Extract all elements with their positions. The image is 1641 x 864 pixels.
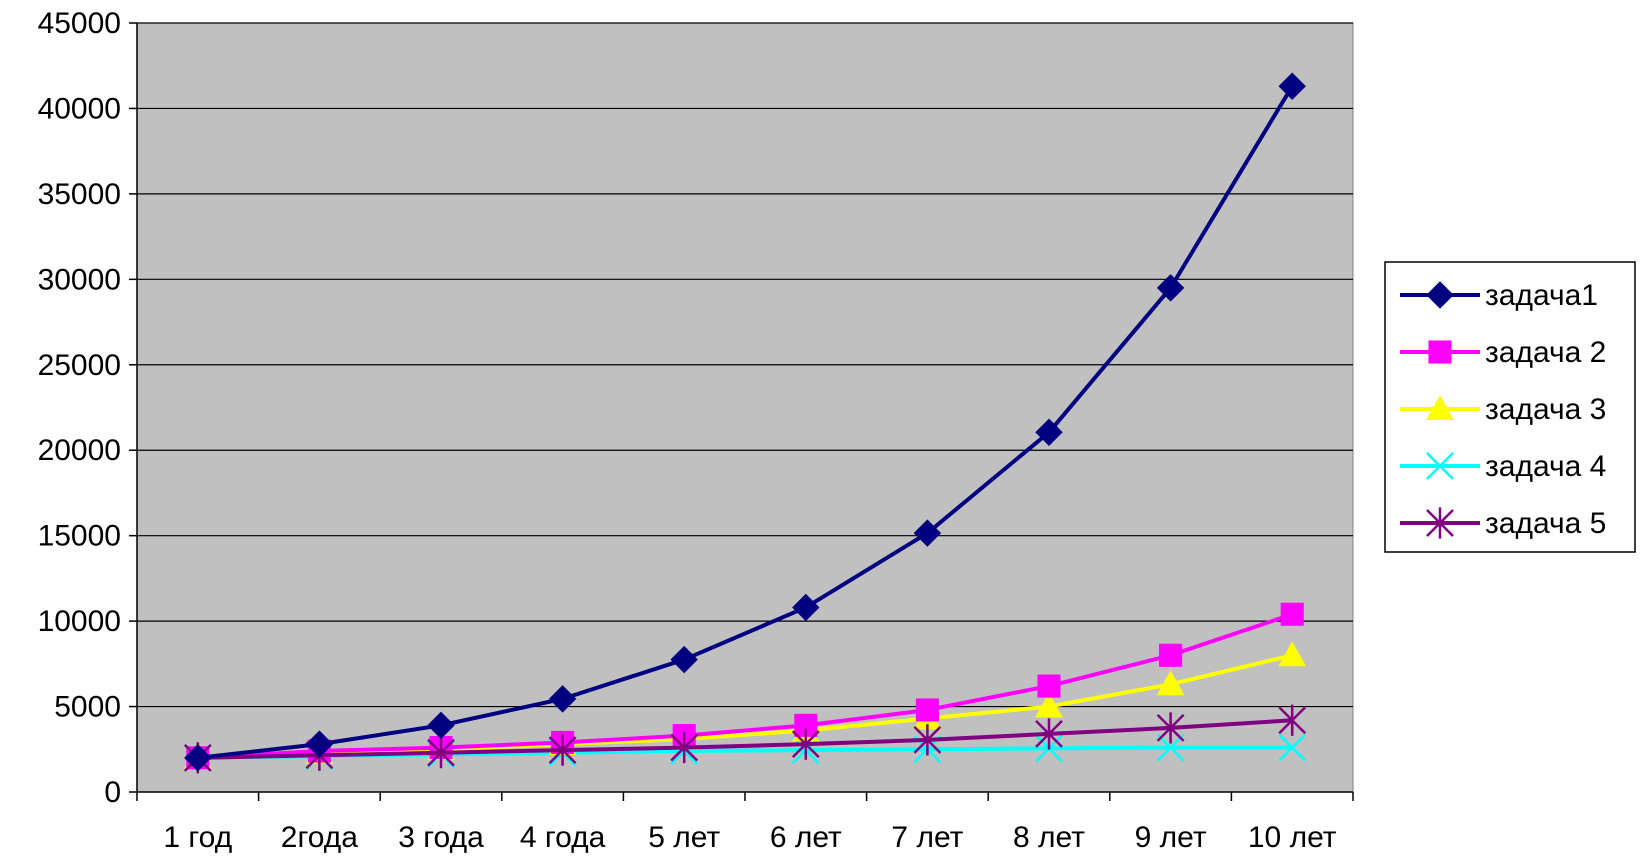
star-marker	[1426, 507, 1454, 539]
y-tick-label: 25000	[38, 349, 121, 382]
square-marker	[1428, 340, 1452, 364]
series-line	[197, 612, 1293, 760]
x-tick-label: 2года	[281, 821, 358, 854]
legend-item: задача 5	[1400, 507, 1606, 540]
diamond-marker	[792, 593, 820, 622]
x-tick-label: 5 лет	[648, 821, 720, 854]
y-tick-label: 0	[104, 776, 121, 809]
triangle-marker	[1426, 394, 1454, 420]
diamond-marker	[1426, 281, 1454, 309]
x-tick-label: 6 лет	[770, 821, 842, 854]
star-marker	[548, 734, 577, 766]
y-tick-label: 20000	[38, 434, 121, 467]
y-tick-label: 35000	[38, 178, 121, 211]
star-marker	[1278, 704, 1307, 736]
square-marker	[915, 698, 939, 722]
x-marker	[1426, 452, 1454, 480]
diamond-marker	[184, 744, 212, 772]
gridlines	[137, 22, 1353, 708]
legend-item: задача 3	[1400, 393, 1606, 426]
legend: задача1 задача 2 задача 3 задача 4 задача 5	[1384, 261, 1636, 553]
series-5	[183, 704, 1307, 774]
legend-label: задача1	[1485, 279, 1598, 312]
star-marker	[791, 728, 820, 760]
legend-label: задача 5	[1485, 507, 1606, 540]
legend-item: задача 4	[1400, 450, 1606, 483]
legend-item: задача1	[1400, 279, 1598, 312]
x-tick-label: 4 года	[520, 821, 606, 854]
star-marker	[427, 737, 455, 769]
x-tick-label: 1 год	[163, 821, 232, 854]
diamond-marker	[1156, 274, 1185, 302]
x-tick-label: 8 лет	[1013, 821, 1085, 854]
square-marker	[1037, 674, 1061, 698]
series-line	[197, 718, 1293, 760]
y-tick-label: 30000	[38, 263, 121, 296]
y-tick-label: 10000	[38, 605, 121, 638]
axes: 0 5000 10000 15000 20000 25000 30000 35000 40000…	[38, 7, 1354, 854]
x-tick-label: 9 лет	[1135, 821, 1207, 854]
plot-area	[136, 22, 1354, 793]
diamond-marker	[548, 685, 577, 713]
star-marker	[670, 731, 699, 764]
series-line	[197, 85, 1294, 760]
square-marker	[1280, 602, 1304, 626]
legend-label: задача 4	[1485, 450, 1606, 483]
square-marker	[1159, 643, 1183, 667]
diamond-marker	[427, 711, 455, 740]
triangle-marker	[1278, 641, 1307, 667]
triangle-marker	[1035, 692, 1063, 718]
diamond-marker	[1278, 72, 1306, 100]
star-marker	[913, 724, 942, 756]
diamond-marker	[305, 730, 334, 758]
x-marker	[1278, 733, 1307, 762]
x-tick-label: 10 лет	[1248, 821, 1337, 854]
star-marker	[1156, 712, 1185, 744]
y-tick-label: 45000	[38, 7, 121, 40]
diamond-marker	[913, 519, 942, 547]
series-1	[184, 72, 1306, 772]
triangle-marker	[1156, 670, 1185, 696]
diamond-marker	[1035, 418, 1063, 446]
legend-label: задача 2	[1485, 336, 1606, 369]
star-marker	[1035, 718, 1063, 750]
x-marker	[1156, 733, 1185, 762]
legend-label: задача 3	[1485, 393, 1606, 426]
x-tick-label: 7 лет	[891, 821, 963, 854]
legend-item: задача 2	[1400, 336, 1606, 369]
y-tick-label: 40000	[38, 92, 121, 125]
series	[183, 72, 1307, 774]
y-tick-label: 15000	[38, 520, 121, 553]
diamond-marker	[670, 645, 698, 674]
x-tick-label: 3 года	[398, 821, 484, 854]
y-tick-label: 5000	[54, 691, 121, 724]
